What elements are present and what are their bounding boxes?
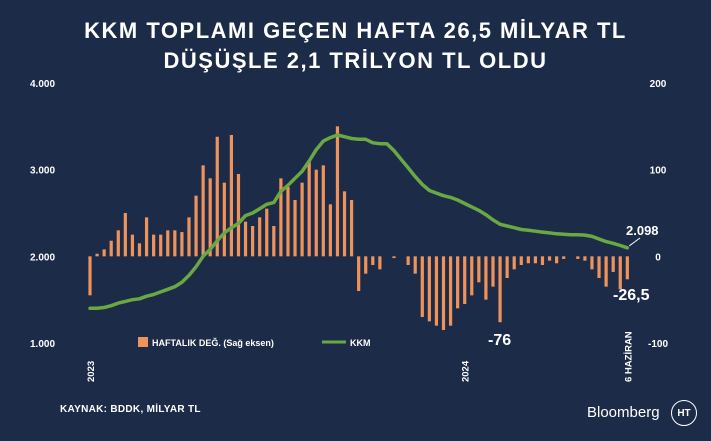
- bar: [152, 234, 156, 257]
- chart-title-line1: KKM TOPLAMI GEÇEN HAFTA 26,5 MİLYAR TL: [84, 18, 627, 43]
- bar: [116, 230, 120, 257]
- bar: [88, 256, 92, 296]
- left-axis-tick-label: 2.000: [30, 252, 55, 263]
- legend-line-label: KKM: [350, 338, 371, 348]
- right-axis-tick-label: 200: [650, 79, 667, 90]
- bar: [236, 174, 241, 257]
- x-axis-label: 2024: [461, 360, 472, 382]
- bar: [279, 178, 283, 257]
- bar: [258, 217, 262, 257]
- right-axis-tick-label: -100: [648, 339, 668, 350]
- bar: [484, 256, 488, 300]
- bar: [456, 256, 460, 309]
- bar: [583, 256, 587, 261]
- bar: [625, 256, 629, 280]
- bar: [562, 256, 566, 259]
- bar: [335, 126, 340, 257]
- left-axis-tick-label: 3.000: [30, 166, 55, 177]
- bar: [470, 256, 474, 296]
- bar: [300, 182, 304, 257]
- bar: [215, 136, 219, 257]
- bar: [208, 178, 212, 257]
- bar: [547, 256, 552, 261]
- bar: [321, 165, 325, 257]
- bar: [194, 195, 198, 257]
- bar: [491, 256, 495, 287]
- annotation-weekly-min: -76: [488, 332, 511, 349]
- bar: [371, 256, 375, 265]
- bar: [406, 256, 410, 265]
- bar: [463, 256, 467, 304]
- bar: [364, 256, 368, 274]
- bar: [243, 221, 248, 257]
- bar: [540, 256, 545, 265]
- bar: [597, 256, 601, 278]
- bar: [314, 169, 318, 257]
- bar: [342, 191, 347, 257]
- bar: [307, 161, 311, 257]
- bar: [251, 226, 255, 257]
- left-axis-tick-label: 4.000: [30, 79, 55, 90]
- bar: [533, 256, 538, 264]
- bar: [130, 234, 135, 257]
- right-axis-tick-label: 0: [655, 252, 661, 263]
- bar: [378, 256, 382, 270]
- bar: [427, 256, 431, 322]
- bar: [159, 234, 163, 257]
- source-note: KAYNAK: BDDK, MİLYAR TL: [60, 404, 201, 415]
- annotation-leader-line: [629, 237, 641, 247]
- bar: [180, 232, 184, 257]
- bar: [201, 165, 205, 257]
- bar: [123, 213, 127, 257]
- legend-bar-swatch: [138, 337, 148, 347]
- bar: [144, 217, 149, 257]
- bar: [441, 256, 446, 330]
- bar: [505, 256, 509, 278]
- bar: [420, 256, 424, 317]
- bar: [519, 256, 523, 265]
- bar: [102, 249, 106, 257]
- bar: [293, 200, 297, 257]
- annotation-kkm-last: 2.098: [626, 223, 659, 238]
- bar: [590, 256, 594, 270]
- chart-title-line2: DÜŞÜŞLE 2,1 TRİLYON TL OLDU: [163, 48, 548, 73]
- bar: [229, 135, 233, 257]
- bar: [187, 217, 191, 257]
- bar: [95, 253, 99, 257]
- bloomberg-logo: Bloomberg: [587, 404, 660, 421]
- bar: [286, 187, 290, 257]
- x-axis-label: 2023: [86, 361, 97, 382]
- bar: [498, 256, 502, 323]
- bar: [512, 256, 516, 270]
- bar: [328, 204, 332, 257]
- bar: [166, 230, 170, 257]
- bar: [448, 256, 453, 326]
- annotation-weekly-last: -26,5: [613, 287, 650, 304]
- bar: [349, 200, 354, 257]
- bar: [611, 256, 615, 272]
- bar: [526, 256, 530, 264]
- bar: [604, 256, 608, 287]
- right-axis-tick-label: 100: [650, 166, 667, 177]
- kkm-line: [88, 133, 630, 311]
- left-axis-tick-label: 1.000: [30, 339, 55, 350]
- bar: [222, 182, 226, 257]
- bar: [137, 243, 142, 257]
- bar: [272, 226, 276, 257]
- bar: [357, 256, 361, 291]
- bar: [109, 240, 113, 257]
- bar: [173, 230, 177, 257]
- bar: [477, 256, 481, 283]
- bar: [555, 256, 559, 264]
- bar: [618, 256, 622, 290]
- ht-logo: HT: [671, 400, 697, 426]
- bar: [576, 256, 580, 259]
- bar: [265, 208, 269, 257]
- bar: [434, 256, 439, 326]
- bar: [392, 256, 396, 259]
- x-axis-label: 6 HAZİRAN: [623, 331, 634, 382]
- bar: [413, 256, 417, 274]
- legend-bar-label: HAFTALIK DEĞ. (Sağ eksen): [152, 337, 274, 348]
